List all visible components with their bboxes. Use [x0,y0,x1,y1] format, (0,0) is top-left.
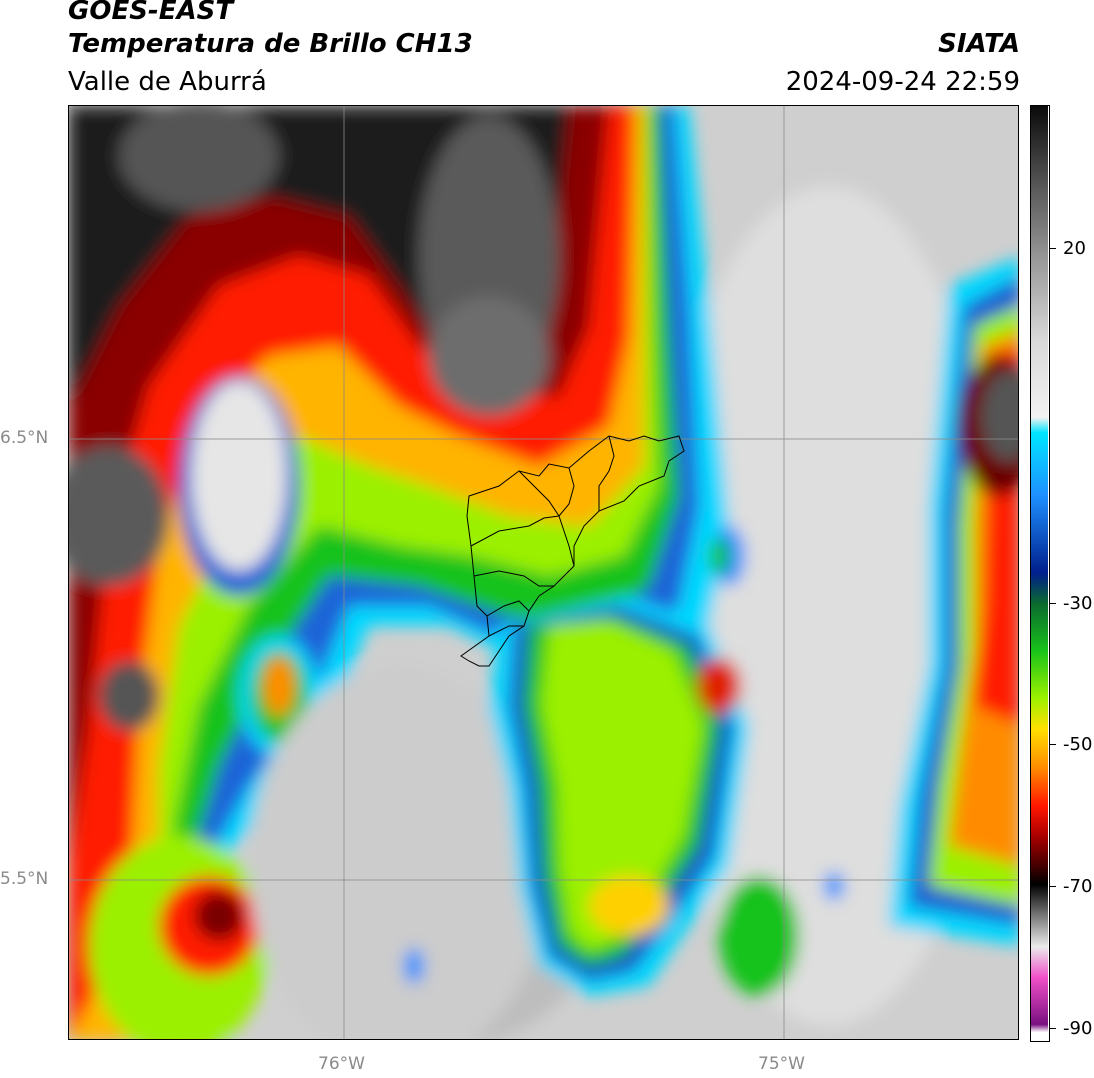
colorbar-tick-m90 [1050,1028,1056,1029]
colorbar-gradient [1031,106,1048,1040]
colorbar-label-m70: -70 [1063,876,1093,897]
lon-label-76: 76°W [318,1054,365,1074]
lon-label-75: 75°W [758,1054,805,1074]
colorbar-tick-m30 [1050,603,1056,604]
colorbar-tick-m70 [1050,886,1056,887]
colorbar-label-20: 20 [1063,238,1086,259]
datetime-label: 2024-09-24 22:59 [785,67,1020,97]
colorbar-tick-20 [1050,248,1056,249]
map-canvas [69,106,1018,1039]
satellite-title: GOES-EAST [68,0,234,26]
colorbar [1030,105,1050,1042]
colorbar-label-m50: -50 [1063,734,1093,755]
municipal-boundaries [460,435,685,667]
agency-label: SIATA [938,29,1020,59]
lat-label-6.5: 6.5°N [0,428,49,448]
colorbar-tick-m50 [1050,744,1056,745]
product-title: Temperatura de Brillo CH13 [68,29,473,59]
lat-label-5.5: 5.5°N [0,869,49,889]
cloud-field [69,106,1018,1039]
colorbar-label-m90: -90 [1063,1018,1093,1039]
satellite-map [68,105,1019,1040]
colorbar-label-m30: -30 [1063,593,1093,614]
region-subtitle: Valle de Aburrá [68,67,267,97]
